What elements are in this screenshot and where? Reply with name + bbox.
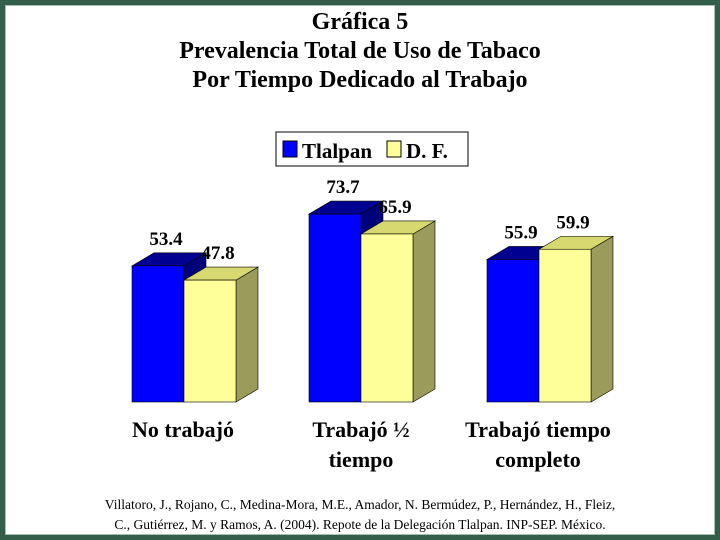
bar-front-tlalpan-1 xyxy=(308,213,362,403)
bar-side-df-1 xyxy=(412,220,436,403)
bars-layer xyxy=(130,200,615,403)
bar-df-1 xyxy=(359,220,437,403)
bar-front-tlalpan-0 xyxy=(131,265,185,403)
bar-front-df-2 xyxy=(538,248,592,403)
value-labels-layer: 53.4 47.8 73.7 65.9 55.9 59.9 xyxy=(149,177,589,264)
legend-label-tlalpan: Tlalpan xyxy=(302,139,372,163)
bar-front-df-0 xyxy=(183,279,237,403)
citation-line-2: C., Gutiérrez, M. y Ramos, A. (2004). Re… xyxy=(114,517,606,532)
bar-df-2 xyxy=(537,235,615,403)
bar-front-df-1 xyxy=(360,233,414,403)
category-label-2-line-1: completo xyxy=(495,447,581,472)
bar-front-tlalpan-2 xyxy=(486,259,540,403)
bar-side-df-2 xyxy=(590,235,614,403)
slide-inner-border xyxy=(5,5,715,535)
category-label-1-line-0: Trabajó ½ xyxy=(312,417,409,442)
value-label-df-2: 59.9 xyxy=(556,212,589,233)
chart-title-line-2: Prevalencia Total de Uso de Tabaco xyxy=(179,38,541,64)
bar-df-0 xyxy=(182,266,260,403)
chart-title: Gráfica 5 Prevalencia Total de Uso de Ta… xyxy=(0,8,720,95)
value-label-tlalpan-1: 73.7 xyxy=(326,177,360,198)
citation-line-1: Villatoro, J., Rojano, C., Medina-Mora, … xyxy=(104,497,616,512)
category-label-0-line-0: No trabajó xyxy=(132,417,234,442)
value-label-df-1: 65.9 xyxy=(378,197,411,218)
value-label-df-0: 47.8 xyxy=(201,243,234,264)
legend-label-df: D. F. xyxy=(406,139,448,163)
category-label-1-line-1: tiempo xyxy=(329,447,394,472)
value-label-tlalpan-0: 53.4 xyxy=(149,229,183,250)
legend-box xyxy=(275,131,469,167)
value-label-tlalpan-2: 55.9 xyxy=(504,222,537,243)
legend-swatch-df xyxy=(386,140,402,158)
category-label-2-line-0: Trabajó tiempo xyxy=(465,417,611,442)
legend: Tlalpan D. F. xyxy=(275,131,469,167)
legend-swatch-tlalpan xyxy=(282,140,298,158)
bar-side-df-0 xyxy=(235,266,259,403)
chart-title-line-3: Por Tiempo Dedicado al Trabajo xyxy=(192,67,528,93)
category-labels-layer: No trabajó Trabajó ½ tiempo Trabajó tiempo c… xyxy=(132,417,611,472)
citation: Villatoro, J., Rojano, C., Medina-Mora, … xyxy=(0,495,720,535)
chart-title-line-1: Gráfica 5 xyxy=(311,9,409,35)
